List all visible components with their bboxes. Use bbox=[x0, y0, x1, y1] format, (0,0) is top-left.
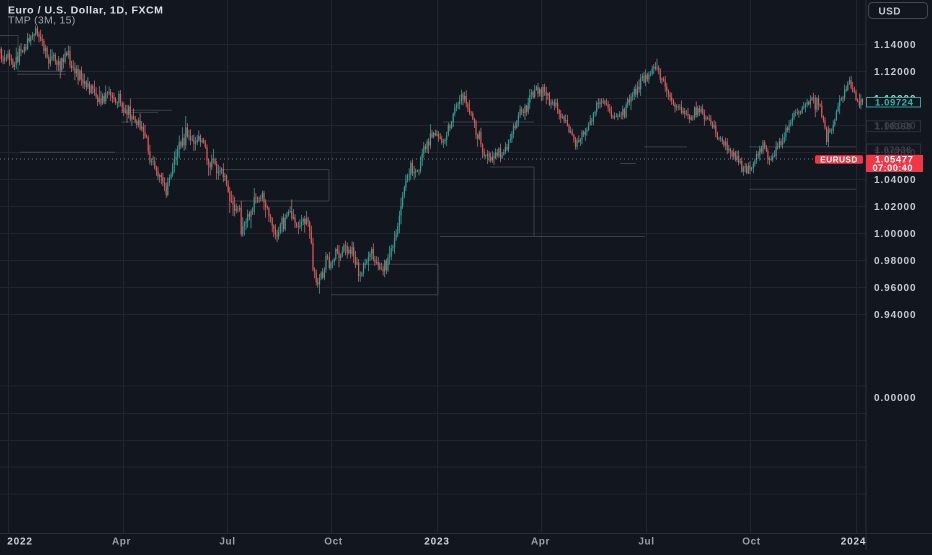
svg-text:2022: 2022 bbox=[7, 536, 32, 547]
svg-text:Oct: Oct bbox=[742, 536, 761, 547]
svg-text:1.02000: 1.02000 bbox=[874, 202, 916, 213]
svg-text:0.00000: 0.00000 bbox=[874, 393, 916, 404]
svg-text:1.05477: 1.05477 bbox=[875, 155, 914, 166]
svg-text:2024: 2024 bbox=[841, 536, 866, 547]
svg-text:TMP (3M, 15): TMP (3M, 15) bbox=[8, 15, 76, 27]
svg-text:EURUSD: EURUSD bbox=[820, 154, 857, 164]
svg-text:Jul: Jul bbox=[219, 536, 235, 547]
svg-text:1.04000: 1.04000 bbox=[874, 175, 916, 186]
svg-text:0.98000: 0.98000 bbox=[874, 256, 916, 267]
svg-text:1.12000: 1.12000 bbox=[874, 67, 916, 78]
svg-text:Apr: Apr bbox=[112, 536, 131, 547]
svg-text:2023: 2023 bbox=[424, 536, 449, 547]
svg-text:Apr: Apr bbox=[531, 536, 550, 547]
svg-text:1.14000: 1.14000 bbox=[874, 40, 916, 51]
svg-text:0.96000: 0.96000 bbox=[874, 283, 916, 294]
svg-text:0.94000: 0.94000 bbox=[874, 310, 916, 321]
svg-text:1.09724: 1.09724 bbox=[875, 97, 914, 108]
svg-text:Jul: Jul bbox=[638, 536, 654, 547]
svg-text:1.10368: 1.10368 bbox=[875, 122, 912, 132]
svg-text:1.00000: 1.00000 bbox=[874, 229, 916, 240]
svg-text:Oct: Oct bbox=[324, 536, 343, 547]
svg-text:USD: USD bbox=[879, 6, 901, 17]
svg-text:07:00:40: 07:00:40 bbox=[873, 163, 913, 173]
svg-text:Euro / U.S. Dollar, 1D, FXCM: Euro / U.S. Dollar, 1D, FXCM bbox=[8, 5, 163, 17]
svg-text:1.07938: 1.07938 bbox=[875, 145, 912, 155]
